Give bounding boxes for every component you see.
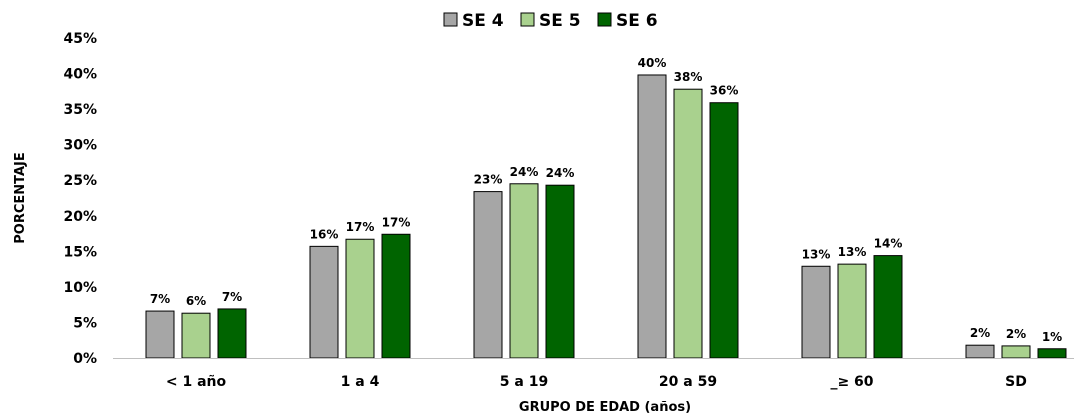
data-label: 2%	[970, 326, 990, 340]
bar-se-5	[837, 263, 867, 359]
x-tick-label: _≥ 60	[830, 374, 873, 390]
bar-se-6	[545, 184, 575, 359]
bar-se-6	[381, 233, 411, 359]
x-tick-label: 5 a 19	[500, 374, 548, 390]
data-label: 36%	[710, 84, 739, 98]
data-label: 6%	[186, 294, 206, 308]
data-label: 7%	[222, 290, 242, 304]
y-tick-label: 10%	[63, 280, 97, 296]
bar-se-4	[145, 310, 175, 359]
bar-se-4	[801, 265, 831, 359]
bar-se-4	[965, 344, 995, 359]
bar-se-6	[873, 255, 903, 359]
y-axis-title: PORCENTAJE	[13, 152, 28, 244]
y-tick-label: 15%	[63, 244, 97, 260]
bar-se-4	[309, 245, 339, 359]
y-tick-label: 0%	[73, 351, 97, 367]
y-axis: 0% 5% 10% 15% 20% 25% 30% 35% 40% 45%	[63, 31, 97, 367]
bar-se-4	[473, 191, 503, 359]
data-label: 24%	[510, 165, 539, 179]
data-label: 40%	[638, 56, 667, 70]
legend-swatch	[520, 12, 535, 27]
data-label: 13%	[838, 245, 867, 259]
bar-se-4	[637, 74, 667, 359]
data-label: 23%	[474, 173, 503, 187]
y-tick-label: 35%	[63, 102, 97, 118]
legend-swatch	[443, 12, 458, 27]
legend-label: SE 5	[539, 11, 581, 31]
data-label: 17%	[382, 215, 411, 229]
y-tick-label: 40%	[63, 67, 97, 83]
data-label: 38%	[674, 70, 703, 84]
x-axis: < 1 año 1 a 4 5 a 19 20 a 59 _≥ 60 SD	[113, 358, 1074, 390]
data-label: 16%	[310, 227, 339, 241]
x-tick-label: < 1 año	[166, 374, 227, 390]
data-label: 1%	[1042, 330, 1062, 344]
data-label: 14%	[874, 237, 903, 251]
bar-se-5	[673, 88, 703, 359]
y-tick-label: 20%	[63, 209, 97, 225]
legend-swatch	[597, 12, 612, 27]
y-tick-label: 5%	[73, 315, 97, 331]
data-label: 17%	[346, 220, 375, 234]
legend-label: SE 6	[616, 11, 658, 31]
data-label: 2%	[1006, 327, 1026, 341]
bar-se-5	[345, 238, 375, 359]
bar-se-5	[1001, 345, 1031, 359]
bar-se-5	[181, 312, 211, 359]
data-label: 13%	[802, 247, 831, 261]
x-tick-label: SD	[1005, 374, 1027, 390]
y-tick-label: 45%	[63, 31, 97, 47]
data-label: 7%	[150, 292, 170, 306]
y-tick-label: 30%	[63, 138, 97, 154]
chart-legend: SE 4 SE 5 SE 6	[443, 11, 658, 31]
data-label: 24%	[546, 166, 575, 180]
y-tick-label: 25%	[63, 173, 97, 189]
x-tick-label: 20 a 59	[659, 374, 717, 390]
legend-label: SE 4	[462, 11, 504, 31]
x-tick-label: 1 a 4	[341, 374, 380, 390]
bar-se-6	[217, 308, 247, 359]
bars: 7% 6% 7% 16% 17% 17% 23% 24% 24% 40% 38% 36% 13% 13% 1…	[145, 56, 1067, 359]
bar-se-6	[709, 102, 739, 359]
bar-se-6	[1037, 348, 1067, 359]
x-axis-title: GRUPO DE EDAD (años)	[519, 400, 691, 415]
bar-se-5	[509, 183, 539, 359]
